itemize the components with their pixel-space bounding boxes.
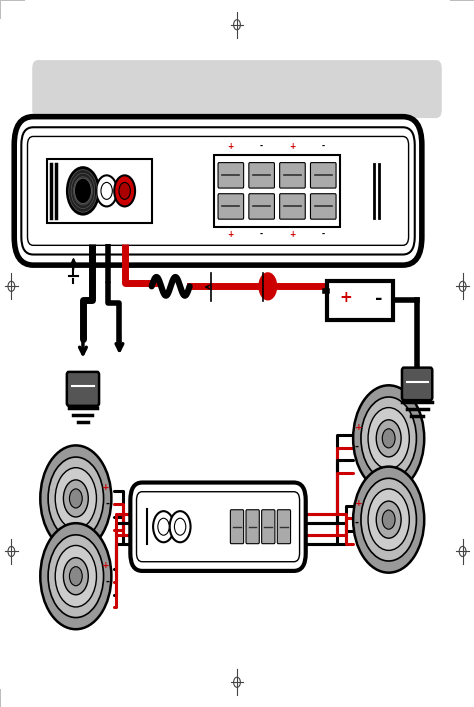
FancyBboxPatch shape — [230, 510, 244, 544]
Circle shape — [382, 428, 395, 448]
Circle shape — [69, 567, 82, 585]
Circle shape — [368, 489, 409, 550]
FancyBboxPatch shape — [262, 510, 275, 544]
FancyBboxPatch shape — [277, 510, 291, 544]
Circle shape — [67, 168, 99, 214]
FancyBboxPatch shape — [14, 117, 422, 265]
Circle shape — [353, 385, 424, 491]
Circle shape — [69, 489, 82, 508]
FancyBboxPatch shape — [402, 368, 432, 400]
Circle shape — [40, 445, 111, 551]
Circle shape — [382, 510, 395, 529]
Circle shape — [64, 480, 88, 517]
Bar — [327, 281, 393, 320]
Text: +: + — [289, 230, 296, 239]
Circle shape — [170, 511, 191, 542]
Text: -: - — [322, 230, 325, 239]
Text: +: + — [289, 142, 296, 151]
Text: +: + — [228, 142, 234, 151]
FancyBboxPatch shape — [310, 194, 336, 219]
Circle shape — [40, 523, 111, 629]
Circle shape — [361, 397, 416, 479]
FancyBboxPatch shape — [246, 510, 259, 544]
Text: +: + — [102, 561, 110, 570]
FancyBboxPatch shape — [218, 194, 244, 219]
Text: -: - — [106, 499, 110, 509]
Text: +: + — [355, 423, 362, 432]
Text: -: - — [260, 230, 263, 239]
FancyBboxPatch shape — [249, 163, 274, 188]
Circle shape — [64, 558, 88, 595]
Text: -: - — [322, 142, 325, 151]
FancyBboxPatch shape — [218, 163, 244, 188]
FancyBboxPatch shape — [214, 156, 340, 226]
Text: +: + — [228, 230, 234, 239]
FancyBboxPatch shape — [280, 163, 305, 188]
FancyBboxPatch shape — [249, 194, 274, 219]
Text: -: - — [260, 142, 263, 151]
Circle shape — [96, 175, 117, 206]
Circle shape — [55, 546, 97, 607]
Circle shape — [174, 518, 186, 535]
Circle shape — [48, 534, 104, 618]
Circle shape — [353, 467, 424, 573]
FancyBboxPatch shape — [32, 60, 442, 118]
Text: +: + — [102, 484, 110, 492]
Circle shape — [258, 272, 277, 300]
Text: +: + — [355, 499, 362, 508]
Circle shape — [101, 182, 112, 199]
FancyBboxPatch shape — [310, 163, 336, 188]
Circle shape — [376, 420, 401, 457]
Circle shape — [153, 511, 174, 542]
Text: -: - — [355, 518, 358, 528]
Text: -: - — [106, 577, 110, 587]
FancyBboxPatch shape — [67, 372, 99, 406]
FancyBboxPatch shape — [36, 148, 401, 233]
Text: +: + — [340, 290, 352, 305]
Circle shape — [55, 468, 97, 529]
Circle shape — [376, 501, 401, 538]
FancyBboxPatch shape — [47, 159, 152, 223]
Circle shape — [48, 457, 104, 540]
Text: -: - — [355, 442, 358, 452]
FancyBboxPatch shape — [130, 482, 306, 571]
Circle shape — [368, 407, 409, 469]
Circle shape — [119, 182, 130, 199]
Text: -: - — [375, 290, 383, 308]
Circle shape — [114, 175, 135, 206]
Circle shape — [158, 518, 169, 535]
Circle shape — [74, 178, 91, 204]
FancyBboxPatch shape — [280, 194, 305, 219]
Circle shape — [361, 478, 416, 561]
